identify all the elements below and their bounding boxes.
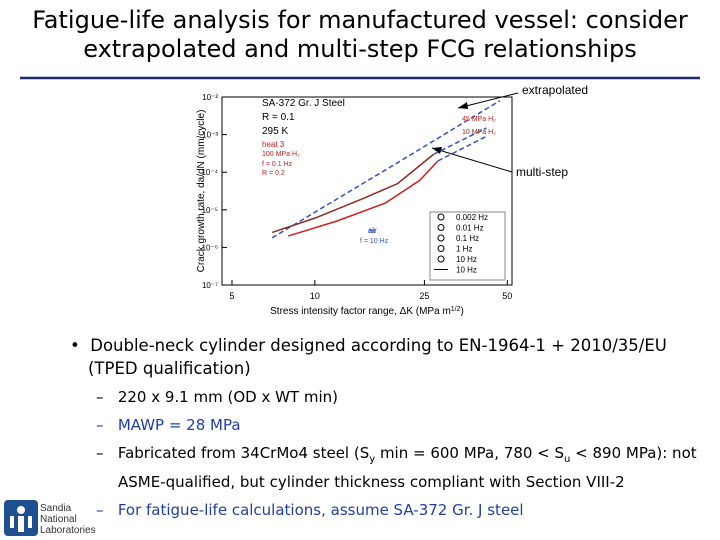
series-label: 10 MPa H₂	[462, 129, 496, 136]
y-tick-label: 10⁻⁷	[202, 281, 218, 290]
legend-label: 10 Hz	[456, 255, 477, 264]
bullet: • Double-neck cylinder designed accordin…	[70, 334, 710, 380]
line-series	[433, 127, 487, 155]
annotation: R = 0.1	[262, 112, 295, 123]
bullet-marker: •	[70, 336, 91, 355]
sub-bullet: – MAWP = 28 MPa	[96, 414, 710, 436]
annotation: heat 3	[262, 140, 285, 149]
legend-label: 1 Hz	[456, 245, 472, 254]
arrowhead	[432, 147, 442, 154]
x-tick-label: 25	[419, 291, 429, 301]
annotation: air	[368, 228, 376, 235]
legend-label: 0.1 Hz	[456, 234, 479, 243]
annotation: R = 0.2	[262, 170, 285, 177]
arrow	[431, 147, 513, 173]
y-axis-label: Crack growth rate, da/dN (mm/cycle)	[196, 110, 207, 273]
legend-symbol	[437, 245, 445, 252]
annotation: 100 MPa H₂	[262, 151, 300, 158]
logo-text: National	[40, 514, 77, 525]
x-axis-label: Stress intensity factor range, ΔK (MPa m…	[270, 306, 464, 318]
sub-bullet-text: u	[564, 454, 571, 465]
sub-bullet-marker: –	[96, 501, 118, 519]
arrowhead	[458, 102, 468, 109]
y-tick-label: 10⁻³	[202, 131, 218, 140]
series-label: 45 MPa H₂	[462, 116, 496, 123]
annotation: f = 10 Hz	[360, 238, 389, 245]
bullet-text: Double-neck cylinder designed according …	[88, 336, 667, 378]
legend-label: 10 Hz	[456, 266, 477, 275]
y-tick-label: 10⁻⁴	[201, 168, 218, 177]
line-series	[271, 153, 435, 234]
x-axis-label-part: 1/2	[451, 306, 461, 313]
sub-bullet: – For fatigue-life calculations, assume …	[96, 499, 710, 521]
title-line: extrapolated and multi-step FCG relation…	[83, 35, 637, 63]
legend-symbol	[437, 213, 445, 221]
y-tick-label: 10⁻²	[202, 93, 218, 102]
sub-bullet-text: For fatigue-life calculations, assume SA…	[117, 501, 524, 519]
x-axis-label-part: )	[461, 306, 464, 317]
legend-label: 0.01 Hz	[456, 224, 484, 233]
sub-bullet-marker: –	[96, 444, 118, 462]
x-tick-label: 5	[229, 291, 234, 301]
bullets: • Double-neck cylinder designed accordin…	[70, 334, 710, 521]
title-line: Fatigue-life analysis for manufactured v…	[32, 6, 688, 34]
legend-symbol	[437, 255, 445, 263]
x-tick-label: 50	[502, 291, 512, 301]
line-series	[271, 100, 501, 239]
sub-bullet: – 220 x 9.1 mm (OD x WT min)	[96, 386, 710, 408]
title: Fatigue-life analysis for manufactured v…	[0, 6, 720, 64]
arrow	[457, 92, 519, 109]
annotation: 295 K	[262, 126, 288, 137]
legend-symbol	[437, 234, 445, 242]
y-tick-label: 10⁻⁶	[202, 243, 218, 252]
line-series	[437, 135, 487, 162]
x-axis-label-part: Stress intensity factor range, ΔK (MPa m	[270, 306, 451, 317]
callout: multi-step	[516, 165, 568, 179]
sub-bullet-text: < 890 MPa): not ASME-qualified, but cyli…	[118, 444, 697, 491]
legend-symbol	[437, 224, 445, 231]
plot-frame	[221, 96, 513, 286]
legend-label: 0.002 Hz	[456, 213, 488, 222]
sub-bullet-text: Fabricated from 34CrMo4 steel (S	[117, 444, 370, 462]
y-tick-label: 10⁻⁵	[202, 206, 218, 215]
sub-bullet-marker: –	[96, 388, 118, 406]
series-label: air	[368, 226, 377, 235]
sub-bullet-marker: –	[96, 416, 118, 434]
sub-bullet: – Fabricated from 34CrMo4 steel (Sy min …	[96, 442, 710, 493]
sub-bullet-text: min = 600 MPa, 780 < S	[375, 444, 565, 462]
logo-text: Laboratories	[40, 525, 96, 536]
sub-bullet-text: 220 x 9.1 mm (OD x WT min)	[117, 388, 338, 406]
annotation: f = 0.1 Hz	[262, 161, 293, 168]
sub-bullet-text: y	[369, 454, 376, 465]
callout: extrapolated	[522, 83, 588, 97]
sub-bullet-text: MAWP = 28 MPa	[117, 416, 241, 434]
annotation: SA-372 Gr. J Steel	[262, 98, 345, 109]
x-tick-label: 10	[310, 291, 320, 301]
logo-text: Sandia	[40, 503, 72, 514]
line-series	[287, 160, 439, 237]
logo	[4, 500, 38, 536]
